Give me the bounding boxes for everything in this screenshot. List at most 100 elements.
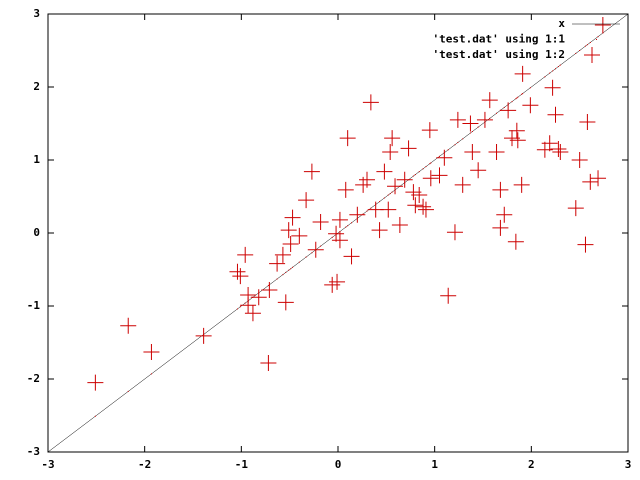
- point: [277, 294, 294, 311]
- point: [298, 192, 315, 209]
- dot: [425, 166, 427, 168]
- point: [250, 289, 267, 306]
- point: [464, 143, 481, 160]
- y-tick-label: -2: [27, 372, 40, 385]
- dot: [579, 50, 581, 51]
- point: [417, 201, 434, 218]
- point: [274, 246, 291, 263]
- dot: [522, 93, 524, 95]
- point: [303, 163, 320, 180]
- point: [440, 287, 457, 304]
- point: [329, 273, 346, 290]
- point: [590, 170, 607, 187]
- dot: [391, 191, 393, 193]
- dot: [389, 193, 391, 195]
- point: [509, 132, 526, 149]
- y-tick-label: -3: [27, 445, 40, 458]
- dot: [236, 308, 238, 310]
- dot: [383, 197, 385, 199]
- dot: [127, 390, 129, 392]
- y-tick-label: 2: [33, 80, 40, 93]
- x-tick-label: 2: [528, 458, 535, 471]
- point: [229, 263, 246, 280]
- point: [488, 143, 505, 160]
- point: [244, 305, 261, 322]
- point: [522, 97, 539, 114]
- x-tick-label: 3: [625, 458, 632, 471]
- dot: [331, 236, 333, 238]
- point: [282, 235, 299, 252]
- dot: [439, 155, 440, 157]
- point: [371, 222, 388, 239]
- point: [328, 225, 345, 242]
- dot: [462, 138, 464, 140]
- x-tick-label: -1: [235, 458, 249, 471]
- dot: [276, 278, 278, 280]
- legend-sample: [596, 39, 597, 40]
- point: [407, 197, 424, 214]
- point: [87, 374, 104, 391]
- point: [571, 152, 588, 168]
- point: [536, 141, 553, 158]
- point: [507, 233, 524, 250]
- x-tick-label: 0: [335, 458, 342, 471]
- point: [280, 222, 297, 239]
- point: [324, 276, 341, 293]
- point: [362, 94, 379, 111]
- point: [232, 268, 249, 285]
- point: [291, 227, 308, 244]
- point: [120, 317, 137, 334]
- dot: [586, 44, 588, 46]
- dot: [282, 274, 284, 276]
- point: [544, 79, 561, 96]
- dot: [239, 306, 241, 308]
- point: [446, 224, 463, 241]
- point: [470, 162, 487, 179]
- point: [508, 122, 525, 139]
- dot: [290, 268, 292, 270]
- x-tick-label: 1: [431, 458, 438, 471]
- point: [492, 219, 509, 236]
- legend-sample: [584, 47, 600, 63]
- dot: [597, 36, 599, 38]
- point: [496, 206, 513, 223]
- point: [260, 354, 277, 371]
- point: [331, 232, 348, 249]
- point: [513, 176, 530, 193]
- dot: [422, 168, 424, 170]
- point: [411, 187, 428, 204]
- point: [382, 143, 399, 160]
- dot: [511, 101, 513, 103]
- point: [307, 241, 324, 258]
- legend-label: 'test.dat' using 1:1: [433, 33, 566, 46]
- legend-label: x: [558, 17, 565, 30]
- dot: [288, 269, 290, 271]
- point: [261, 281, 278, 298]
- point: [449, 111, 466, 128]
- point: [384, 130, 401, 147]
- dot: [521, 93, 523, 95]
- dot: [584, 45, 586, 47]
- dot: [412, 175, 414, 177]
- dot: [292, 266, 294, 268]
- point: [415, 198, 432, 215]
- dot: [351, 222, 353, 224]
- dot: [362, 213, 364, 215]
- point: [500, 102, 517, 119]
- point: [240, 287, 257, 304]
- legend-label: 'test.dat' using 1:2: [433, 48, 565, 61]
- dot: [503, 106, 505, 108]
- dot: [285, 271, 287, 273]
- point: [421, 122, 438, 139]
- point: [492, 181, 509, 198]
- dot: [471, 131, 473, 133]
- point: [337, 181, 354, 198]
- point: [331, 211, 348, 228]
- point: [547, 106, 564, 123]
- y-tick-label: 0: [33, 226, 40, 239]
- point: [579, 114, 596, 131]
- point: [552, 143, 569, 160]
- dot: [516, 97, 518, 99]
- point: [582, 173, 599, 190]
